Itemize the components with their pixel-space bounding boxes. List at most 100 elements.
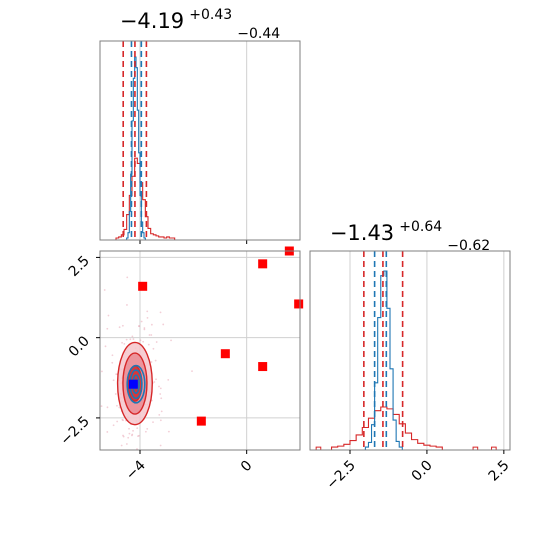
sample-point [127, 436, 130, 439]
histogram-outlier [315, 446, 322, 450]
sample-point [126, 304, 128, 306]
sample-point [128, 432, 131, 435]
sample-point [131, 335, 134, 338]
sample-point [132, 338, 135, 340]
x-tick-label: 0.0 [409, 458, 436, 485]
marginal-2-frame [309, 250, 511, 451]
x-tick-label: −4 [123, 457, 149, 483]
truth-marker-red [294, 299, 304, 309]
y-tick-label: −2.5 [57, 413, 92, 448]
sample-point [125, 338, 128, 341]
sample-point [167, 430, 170, 433]
sample-point [100, 405, 103, 408]
sample-point [118, 406, 121, 409]
sample-point [144, 430, 147, 433]
sample-point [160, 397, 163, 400]
sample-point [112, 424, 115, 427]
sample-point [126, 276, 129, 279]
sample-point [139, 339, 142, 342]
sample-point [120, 444, 123, 447]
truth-marker-red [258, 259, 268, 269]
sample-point [146, 310, 149, 313]
sample-point [150, 323, 153, 326]
sample-point [104, 345, 107, 348]
truth-marker-red [258, 362, 268, 372]
sample-point [137, 435, 139, 438]
joint-panel: −4 0 2.5 0.0 −2.5 [57, 246, 304, 483]
histogram-step [364, 270, 403, 450]
sample-point [158, 385, 160, 388]
sample-point [106, 431, 109, 433]
x-tick-label: 0 [238, 458, 256, 476]
sample-point [118, 326, 121, 329]
sample-point [101, 370, 103, 373]
marginal-1: −4.19 +0.43 −0.44 [99, 4, 301, 244]
marginal-2-title: −1.43 +0.64 −0.62 [330, 216, 490, 254]
sample-point [143, 327, 146, 329]
sample-point [154, 359, 157, 362]
sample-point [103, 289, 106, 291]
sample-point [159, 311, 162, 314]
sample-point [159, 393, 162, 395]
sample-point [107, 314, 110, 317]
sample-point [121, 324, 124, 327]
x-tick-label: 2.5 [486, 458, 513, 485]
truth-marker-red [196, 416, 206, 426]
sample-point [112, 379, 115, 382]
sample-point [136, 427, 139, 430]
marginal-2: −2.5 0.0 2.5 −1.43 +0.64 −0.62 [309, 216, 513, 493]
sample-point [121, 341, 123, 344]
sample-point [138, 325, 140, 327]
sample-point [170, 339, 172, 342]
sample-point [167, 378, 170, 381]
sample-point [115, 373, 118, 376]
sample-point [106, 327, 109, 330]
y-tick-label: 0.0 [66, 333, 93, 360]
histogram-step [115, 157, 176, 240]
sample-point [160, 410, 163, 413]
sample-point [150, 361, 153, 363]
sample-point [159, 444, 162, 447]
marginal-1-frame [99, 40, 301, 241]
sample-point [150, 334, 153, 336]
sample-point [129, 338, 132, 341]
sample-point [111, 361, 114, 364]
truth-marker-red [220, 349, 230, 359]
sample-point [125, 443, 128, 445]
sample-point [158, 413, 161, 416]
histogram-outlier [491, 446, 497, 450]
contour-blue [126, 364, 146, 404]
joint-frame [99, 250, 301, 451]
sample-point [111, 354, 114, 357]
sample-point [143, 328, 146, 331]
sample-point [148, 334, 151, 336]
marginal-1-title: −4.19 +0.43 −0.44 [120, 4, 280, 42]
sample-point [191, 370, 193, 373]
truth-marker-blue [128, 379, 138, 389]
sample-point [146, 427, 149, 430]
sample-point [159, 387, 162, 390]
sample-point [132, 429, 134, 432]
sample-point [140, 320, 143, 323]
sample-point [152, 347, 155, 350]
sample-point [128, 427, 130, 430]
sample-point [153, 381, 156, 383]
sample-point [147, 343, 150, 346]
sample-point [162, 323, 165, 326]
sample-point [114, 393, 117, 395]
sample-point [146, 316, 149, 319]
sample-point [155, 378, 157, 381]
sample-point [152, 421, 154, 424]
sample-point [121, 418, 124, 421]
histogram-outlier [472, 446, 479, 450]
sample-point [131, 434, 133, 437]
sample-point [155, 341, 158, 343]
sample-point [106, 406, 109, 409]
sample-point [159, 419, 162, 422]
sample-point [116, 404, 118, 407]
sample-point [122, 435, 125, 438]
histogram-step [330, 406, 443, 450]
sample-point [116, 420, 119, 423]
truth-marker-red [138, 281, 148, 291]
